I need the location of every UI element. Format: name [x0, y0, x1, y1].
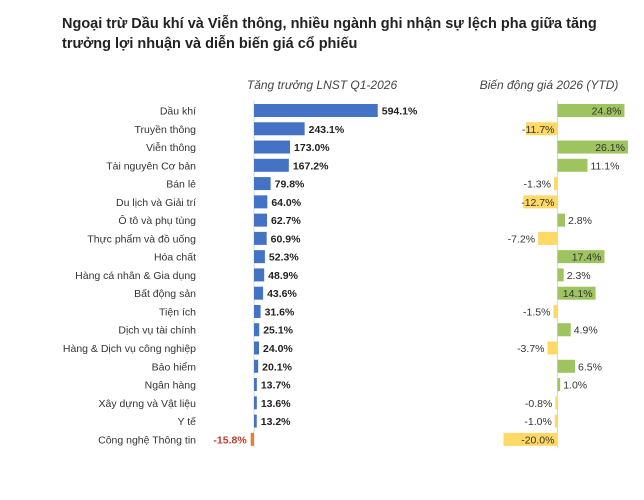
price-bar	[557, 140, 628, 154]
category-label: Hàng cá nhân & Gia dụng	[75, 270, 196, 282]
price-value-label: 24.8%	[592, 106, 622, 118]
price-bar	[503, 432, 558, 446]
profit-value-label: 24.0%	[263, 343, 293, 355]
category-label: Viễn thông	[146, 141, 196, 154]
price-bar	[555, 396, 558, 410]
price-value-label: -0.8%	[525, 398, 552, 410]
price-value-label: -1.0%	[524, 416, 551, 428]
price-bar	[554, 414, 558, 428]
price-bar	[557, 323, 571, 337]
profit-bar	[254, 378, 257, 392]
price-bar	[557, 213, 566, 227]
profit-value-label: 48.9%	[268, 270, 298, 282]
profit-bar	[250, 432, 254, 446]
profit-bar	[254, 341, 259, 355]
profit-value-label: 20.1%	[262, 361, 292, 373]
price-bar	[547, 341, 558, 355]
price-value-label: 17.4%	[572, 252, 602, 264]
profit-bar	[254, 177, 271, 191]
category-label: Dầu khí	[160, 106, 196, 118]
price-value-label: 26.1%	[595, 142, 625, 154]
profit-bar	[254, 104, 378, 117]
price-value-label: -11.7%	[522, 124, 555, 136]
price-value-label: -12.7%	[521, 197, 554, 209]
profit-bar	[254, 213, 268, 227]
price-bar	[557, 158, 588, 172]
category-label: Y tế	[178, 416, 197, 428]
profit-value-label: 79.8%	[275, 179, 305, 191]
price-bar	[557, 250, 605, 264]
category-label: Xây dựng và Vật liệu	[98, 398, 196, 410]
category-label: Bất động sản	[134, 288, 196, 300]
profit-bar	[254, 359, 259, 373]
category-label: Truyền thông	[135, 124, 197, 136]
category-label: Ô tô và phụ tùng	[118, 214, 196, 227]
profit-bar	[254, 250, 265, 264]
profit-value-label: -15.8%	[213, 434, 247, 446]
profit-value-label: 13.2%	[261, 416, 291, 428]
price-bar	[523, 195, 558, 209]
profit-bar	[254, 122, 305, 136]
profit-value-label: 167.2%	[293, 160, 329, 172]
price-bar	[538, 231, 558, 245]
price-value-label: -3.7%	[517, 343, 544, 355]
profit-value-label: 173.0%	[294, 142, 330, 154]
profit-value-label: 594.1%	[382, 106, 418, 118]
profit-bar	[254, 414, 257, 428]
profit-bar	[254, 396, 257, 410]
profit-value-label: 25.1%	[263, 325, 293, 337]
category-label: Bảo hiểm	[152, 361, 197, 373]
price-bar	[557, 286, 596, 300]
profit-value-label: 62.7%	[271, 215, 301, 227]
profit-value-label: 13.7%	[261, 380, 291, 392]
profit-bar	[254, 286, 264, 300]
price-value-label: -1.3%	[524, 179, 551, 191]
profit-bar	[254, 268, 265, 282]
profit-bar	[254, 158, 289, 172]
price-value-label: 1.0%	[563, 380, 587, 392]
price-bar	[557, 268, 564, 282]
profit-value-label: 60.9%	[271, 233, 301, 245]
category-label: Công nghệ Thông tin	[98, 434, 196, 446]
category-label: Ngân hàng	[145, 380, 197, 392]
profit-value-label: 243.1%	[309, 124, 345, 136]
category-label: Dịch vụ tài chính	[118, 325, 196, 337]
profit-value-label: 52.3%	[269, 252, 299, 264]
profit-value-label: 13.6%	[261, 398, 291, 410]
price-value-label: 14.1%	[563, 288, 593, 300]
category-label: Du lịch và Giải trí	[116, 197, 196, 209]
price-value-label: 2.3%	[567, 270, 591, 282]
price-change-subtitle: Biến động giá 2026 (YTD)	[479, 78, 619, 92]
price-bar	[525, 122, 558, 136]
price-bar	[553, 304, 558, 318]
profit-growth-subtitle: Tăng trưởng LNST Q1-2026	[246, 78, 398, 92]
profit-bar	[254, 231, 267, 245]
price-value-label: -20.0%	[521, 434, 554, 446]
category-label: Hóa chất	[154, 252, 196, 264]
price-value-label: -7.2%	[508, 233, 535, 245]
profit-bar	[254, 304, 261, 318]
price-bar	[557, 104, 625, 117]
profit-bar	[254, 140, 291, 154]
price-value-label: -1.5%	[523, 306, 550, 318]
price-value-label: 2.8%	[568, 215, 592, 227]
category-label: Tiện ích	[159, 306, 196, 318]
profit-value-label: 31.6%	[265, 306, 295, 318]
profit-value-label: 64.0%	[271, 197, 301, 209]
price-value-label: 4.9%	[574, 325, 598, 337]
profit-bar	[254, 323, 260, 337]
price-bar	[557, 378, 561, 392]
profit-value-label: 43.6%	[267, 288, 297, 300]
chart-title: Ngoại trừ Dầu khí và Viễn thông, nhiều n…	[62, 16, 597, 52]
price-bar	[557, 359, 576, 373]
category-label: Thực phẩm và đồ uống	[87, 233, 196, 245]
profit-bar	[254, 195, 268, 209]
price-value-label: 6.5%	[578, 361, 602, 373]
category-label: Bán lẻ	[166, 179, 196, 191]
category-label: Tài nguyên Cơ bản	[106, 160, 196, 172]
price-bar	[553, 177, 558, 191]
category-label: Hàng & Dịch vụ công nghiệp	[63, 343, 196, 355]
price-value-label: 11.1%	[590, 160, 619, 172]
